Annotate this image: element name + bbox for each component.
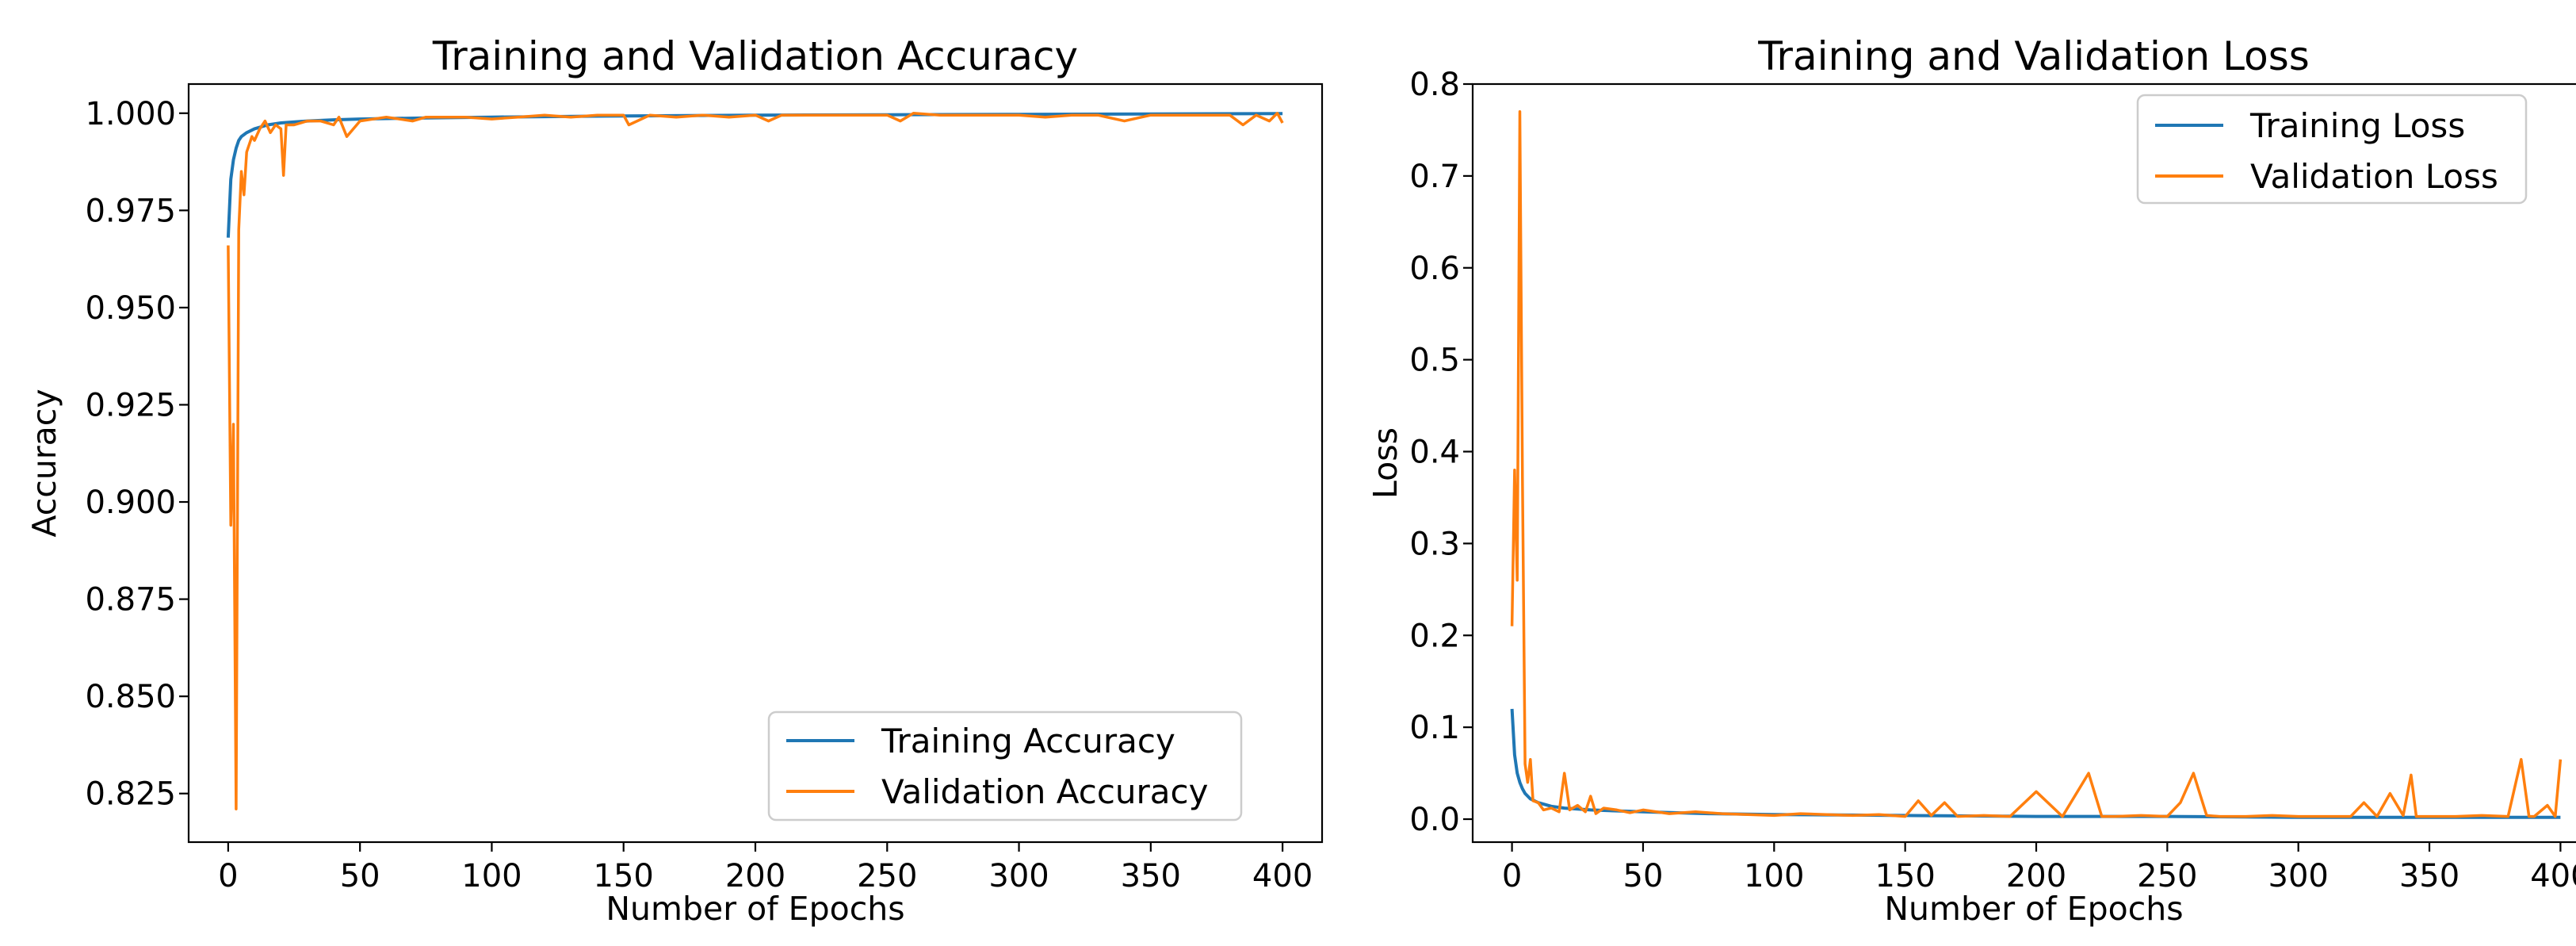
y-tick-label: 0.5 — [1409, 343, 1460, 379]
x-tick-label: 250 — [857, 858, 917, 894]
y-tick-label: 0.900 — [85, 484, 176, 521]
y-ticks: 0.825 0.850 0.875 0.900 0.925 0.950 0.975 1.000 — [85, 96, 189, 813]
x-axis-label: Number of Epochs — [606, 890, 904, 928]
plot-frame — [187, 82, 1324, 844]
legend-entry-training: Training Accuracy — [881, 722, 1175, 760]
plot-frame — [1471, 82, 2576, 844]
x-ticks: 0 50 100 150 200 250 300 350 400 — [218, 842, 1313, 894]
x-tick-label: 100 — [1744, 858, 1804, 894]
x-tick-label: 100 — [461, 858, 522, 894]
x-tick-label: 300 — [2268, 858, 2329, 894]
y-tick-label: 0.875 — [85, 582, 176, 619]
legend-entry-validation: Validation Loss — [2250, 157, 2498, 196]
x-tick-label: 200 — [725, 858, 785, 894]
y-tick-label: 0.8 — [1409, 67, 1460, 103]
y-ticks: 0.0 0.1 0.2 0.3 0.4 0.5 0.6 0.7 0.8 — [1409, 67, 1473, 838]
y-tick-label: 0.975 — [85, 193, 176, 229]
x-tick-label: 300 — [988, 858, 1049, 894]
y-axis-label: Loss — [1366, 427, 1405, 499]
y-tick-label: 0.1 — [1409, 710, 1460, 746]
y-tick-label: 0.925 — [85, 387, 176, 423]
x-tick-label: 150 — [594, 858, 654, 894]
series-line-training — [226, 112, 1283, 238]
x-tick-label: 50 — [340, 858, 380, 894]
y-tick-label: 0.950 — [85, 290, 176, 327]
x-axis-label: Number of Epochs — [1884, 890, 2183, 928]
series-line-validation — [227, 112, 1284, 811]
x-tick-label: 250 — [2137, 858, 2197, 894]
y-tick-label: 0.850 — [85, 679, 176, 715]
y-tick-label: 0.6 — [1409, 251, 1460, 287]
x-tick-label: 400 — [2530, 858, 2576, 894]
chart-title: Training and Validation Loss — [1757, 33, 2310, 79]
legend-entry-training: Training Loss — [2249, 106, 2465, 145]
legend: Training Accuracy Validation Accuracy — [767, 710, 1243, 822]
x-tick-label: 350 — [1121, 858, 1181, 894]
x-tick-label: 0 — [1502, 858, 1522, 894]
legend-box — [2136, 94, 2528, 205]
x-tick-label: 0 — [218, 858, 238, 894]
chart-title: Training and Validation Accuracy — [432, 33, 1078, 79]
legend: Training Loss Validation Loss — [2136, 94, 2528, 205]
y-tick-label: 0.2 — [1409, 618, 1460, 654]
y-tick-label: 0.0 — [1409, 802, 1460, 838]
y-tick-label: 0.825 — [85, 776, 176, 813]
y-tick-label: 0.3 — [1409, 526, 1460, 562]
series-line-validation — [1510, 110, 2563, 818]
x-ticks: 0 50 100 150 200 250 300 350 400 — [1502, 842, 2576, 894]
x-tick-label: 350 — [2399, 858, 2459, 894]
x-tick-label: 150 — [1875, 858, 1935, 894]
legend-entry-validation: Validation Accuracy — [881, 772, 1209, 811]
accuracy-chart: Training and Validation Accuracy Number … — [25, 33, 1324, 928]
y-axis-label: Accuracy — [25, 389, 63, 537]
y-tick-label: 0.4 — [1409, 435, 1460, 471]
series-line-training — [1510, 708, 2561, 819]
y-tick-label: 1.000 — [85, 96, 176, 132]
x-tick-label: 400 — [1252, 858, 1313, 894]
series-lines — [1510, 110, 2563, 819]
loss-chart: Training and Validation Loss Number of E… — [1366, 33, 2576, 928]
x-tick-label: 200 — [2006, 858, 2066, 894]
series-lines — [226, 112, 1284, 811]
y-tick-label: 0.7 — [1409, 159, 1460, 195]
legend-box — [767, 710, 1243, 822]
x-tick-label: 50 — [1623, 858, 1664, 894]
